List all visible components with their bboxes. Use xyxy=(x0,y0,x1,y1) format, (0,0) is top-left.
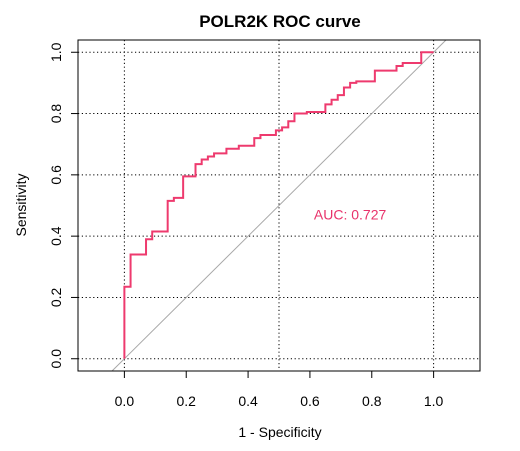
chart-title: POLR2K ROC curve xyxy=(199,12,361,31)
plot-frame xyxy=(77,39,481,372)
x-tick-label: 0.0 xyxy=(115,393,135,409)
y-tick-label: 0.6 xyxy=(48,165,64,185)
x-tick-label: 0.2 xyxy=(176,393,196,409)
auc-annotation: AUC: 0.727 xyxy=(314,207,387,223)
y-tick-label: 1.0 xyxy=(48,42,64,62)
grid xyxy=(78,40,480,371)
x-tick-label: 0.8 xyxy=(362,393,382,409)
chance-diagonal xyxy=(111,39,447,372)
x-axis-label: 1 - Specificity xyxy=(238,424,321,440)
roc-curve-line xyxy=(123,51,434,359)
y-axis: 0.0 0.2 0.4 0.6 0.8 1.0 xyxy=(48,42,78,368)
x-tick-label: 0.6 xyxy=(300,393,320,409)
x-axis: 0.0 0.2 0.4 0.6 0.8 1.0 xyxy=(115,371,444,409)
y-tick-label: 0.4 xyxy=(48,226,64,246)
y-axis-label: Sensitivity xyxy=(13,173,29,236)
y-tick-label: 0.2 xyxy=(48,288,64,308)
x-tick-label: 0.4 xyxy=(238,393,258,409)
x-tick-label: 1.0 xyxy=(424,393,444,409)
y-tick-label: 0.8 xyxy=(48,104,64,124)
y-tick-label: 0.0 xyxy=(48,349,64,369)
